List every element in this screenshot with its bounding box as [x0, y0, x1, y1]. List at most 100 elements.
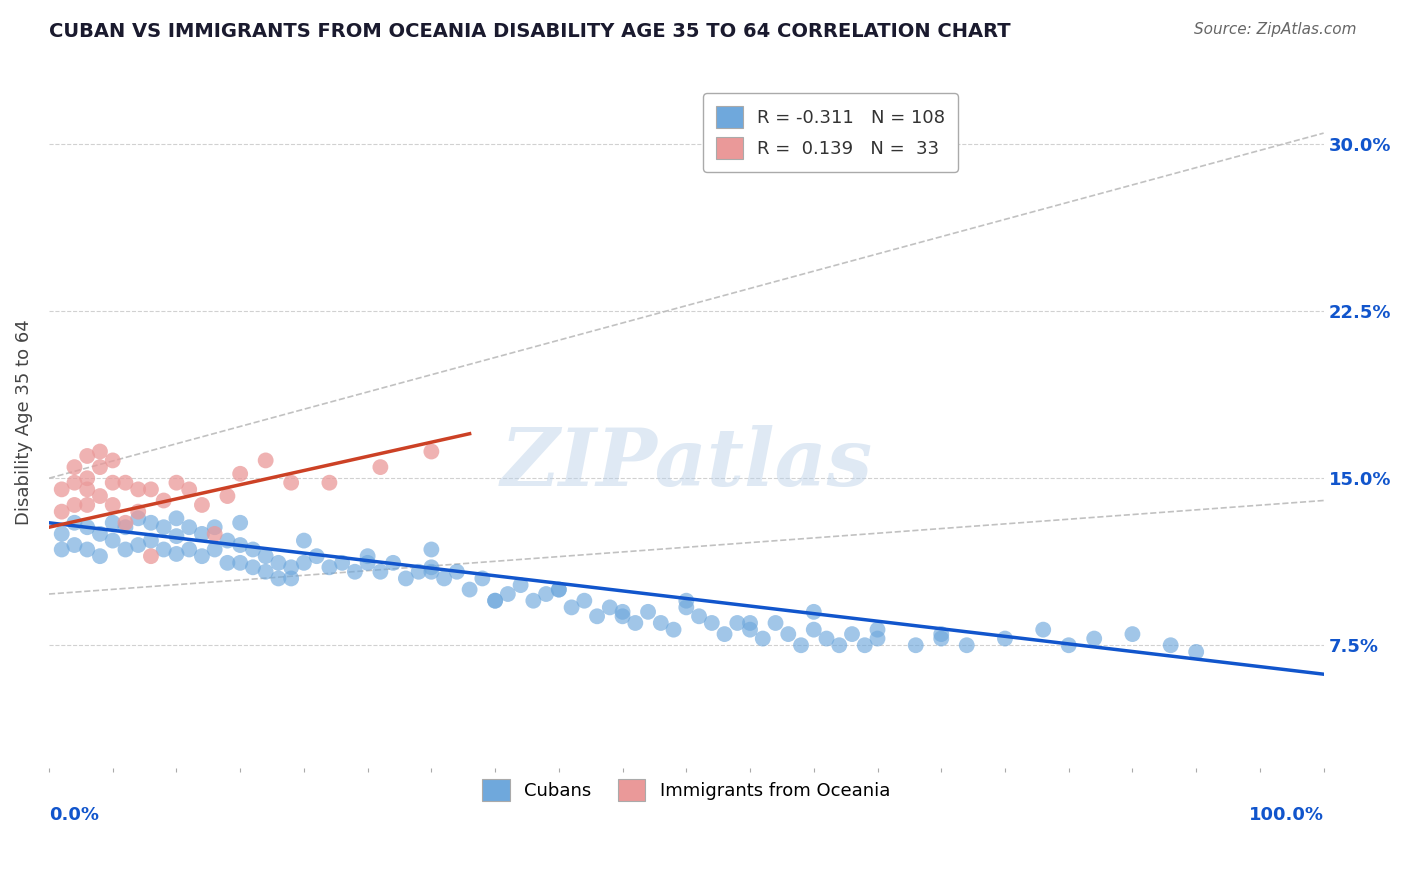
Point — [675, 593, 697, 607]
Point — [114, 520, 136, 534]
Point — [152, 520, 174, 534]
Point — [420, 565, 443, 579]
Point — [1185, 645, 1208, 659]
Point — [114, 542, 136, 557]
Point — [179, 542, 201, 557]
Point — [139, 533, 162, 548]
Point — [76, 520, 98, 534]
Point — [1083, 632, 1105, 646]
Point — [101, 516, 124, 530]
Point — [662, 623, 685, 637]
Point — [165, 511, 187, 525]
Point — [471, 571, 494, 585]
Point — [229, 467, 252, 481]
Point — [217, 556, 239, 570]
Point — [204, 542, 226, 557]
Point — [51, 527, 73, 541]
Point — [280, 560, 302, 574]
Point — [700, 615, 723, 630]
Point — [929, 627, 952, 641]
Point — [420, 560, 443, 574]
Point — [458, 582, 481, 597]
Point — [1057, 638, 1080, 652]
Point — [370, 565, 392, 579]
Point — [76, 542, 98, 557]
Point — [179, 483, 201, 497]
Point — [956, 638, 979, 652]
Point — [675, 600, 697, 615]
Point — [509, 578, 531, 592]
Point — [713, 627, 735, 641]
Y-axis label: Disability Age 35 to 64: Disability Age 35 to 64 — [15, 319, 32, 525]
Point — [267, 556, 290, 570]
Point — [139, 516, 162, 530]
Point — [139, 549, 162, 564]
Point — [356, 549, 378, 564]
Point — [280, 475, 302, 490]
Point — [191, 498, 214, 512]
Point — [101, 533, 124, 548]
Point — [853, 638, 876, 652]
Point — [803, 605, 825, 619]
Text: ZIPatlas: ZIPatlas — [501, 425, 872, 503]
Point — [89, 460, 111, 475]
Text: Source: ZipAtlas.com: Source: ZipAtlas.com — [1194, 22, 1357, 37]
Point — [408, 565, 430, 579]
Point — [89, 444, 111, 458]
Point — [191, 527, 214, 541]
Point — [51, 483, 73, 497]
Point — [815, 632, 838, 646]
Point — [76, 449, 98, 463]
Point — [242, 542, 264, 557]
Point — [738, 615, 761, 630]
Point — [165, 529, 187, 543]
Text: 100.0%: 100.0% — [1249, 805, 1323, 823]
Point — [446, 565, 468, 579]
Point — [688, 609, 710, 624]
Point — [522, 593, 544, 607]
Point — [76, 483, 98, 497]
Point — [433, 571, 456, 585]
Point — [778, 627, 800, 641]
Point — [803, 623, 825, 637]
Point — [191, 549, 214, 564]
Point — [89, 489, 111, 503]
Point — [866, 623, 889, 637]
Point — [89, 527, 111, 541]
Point — [204, 520, 226, 534]
Point — [738, 623, 761, 637]
Point — [267, 571, 290, 585]
Point — [63, 516, 86, 530]
Point — [63, 475, 86, 490]
Point — [127, 505, 149, 519]
Point — [484, 593, 506, 607]
Point — [318, 560, 340, 574]
Point — [89, 549, 111, 564]
Point — [254, 453, 277, 467]
Point — [217, 533, 239, 548]
Point — [496, 587, 519, 601]
Point — [904, 638, 927, 652]
Point — [63, 460, 86, 475]
Point — [420, 542, 443, 557]
Point — [101, 498, 124, 512]
Point — [165, 547, 187, 561]
Point — [101, 475, 124, 490]
Point — [152, 542, 174, 557]
Text: 0.0%: 0.0% — [49, 805, 98, 823]
Point — [752, 632, 775, 646]
Point — [101, 453, 124, 467]
Point — [204, 527, 226, 541]
Point — [574, 593, 596, 607]
Point — [76, 471, 98, 485]
Point — [179, 520, 201, 534]
Point — [152, 493, 174, 508]
Point — [929, 632, 952, 646]
Point — [305, 549, 328, 564]
Point — [343, 565, 366, 579]
Point — [612, 605, 634, 619]
Point — [63, 538, 86, 552]
Point — [127, 483, 149, 497]
Point — [637, 605, 659, 619]
Point — [242, 560, 264, 574]
